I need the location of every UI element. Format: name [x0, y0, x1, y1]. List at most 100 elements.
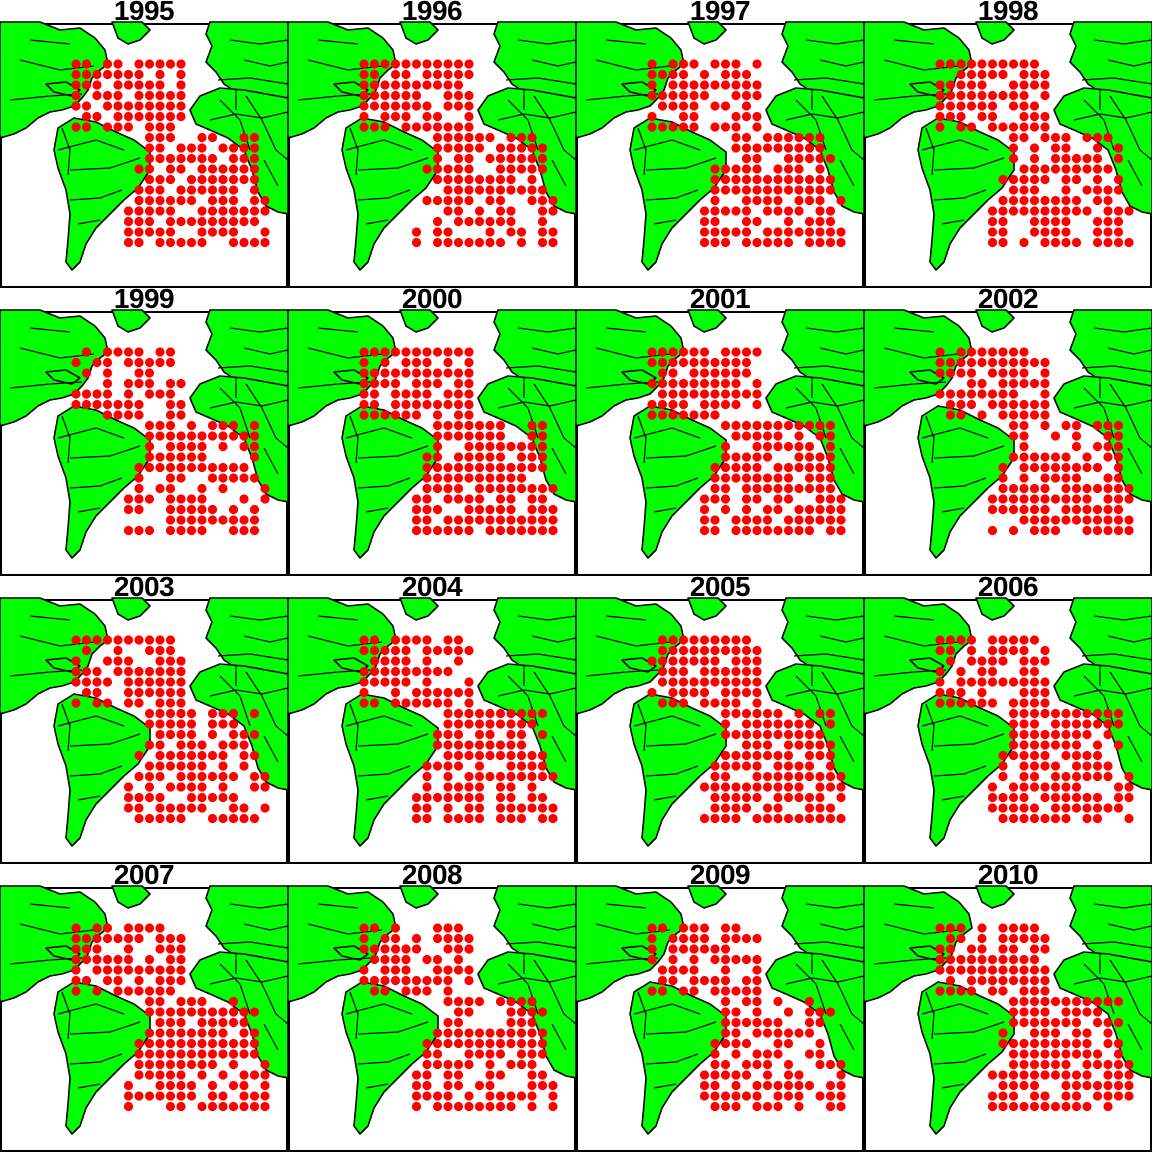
- observation-dot: [1092, 761, 1103, 771]
- observation-dot: [825, 1101, 836, 1112]
- observation-dot: [249, 143, 260, 153]
- observation-dot: [134, 410, 144, 420]
- observation-dot: [102, 954, 113, 965]
- observation-dot: [731, 1028, 741, 1038]
- observation-dot: [1082, 771, 1092, 782]
- observation-dot: [239, 143, 249, 153]
- observation-layer: [71, 923, 270, 1112]
- year-title: 2010: [977, 859, 1039, 890]
- observation-dot: [506, 153, 516, 164]
- observation-dot: [1050, 771, 1061, 782]
- observation-dot: [155, 677, 165, 687]
- observation-dot: [144, 111, 155, 122]
- observation-dot: [720, 986, 731, 996]
- observation-dot: [464, 185, 474, 195]
- observation-dot: [710, 473, 720, 483]
- observation-dot: [794, 452, 804, 462]
- observation-dot: [773, 462, 783, 473]
- observation-dot: [1008, 1059, 1019, 1070]
- observation-dot: [741, 69, 752, 80]
- observation-dot: [1040, 132, 1050, 143]
- observation-dot: [155, 719, 165, 729]
- observation-dot: [495, 1038, 506, 1049]
- country-border: [243, 347, 288, 355]
- observation-dot: [71, 389, 81, 399]
- observation-dot: [987, 635, 998, 645]
- observation-dot: [1061, 719, 1071, 729]
- observation-dot: [359, 122, 369, 132]
- observation-dot: [1061, 473, 1071, 483]
- observation-dot: [495, 420, 506, 431]
- country-border: [793, 941, 864, 949]
- observation-dot: [678, 698, 689, 708]
- observation-dot: [1040, 729, 1050, 740]
- observation-dot: [1040, 1049, 1050, 1059]
- observation-dot: [155, 645, 165, 656]
- observation-dot: [815, 750, 825, 761]
- observation-dot: [443, 389, 453, 399]
- observation-dot: [987, 101, 998, 111]
- observation-dot: [432, 473, 443, 483]
- observation-dot: [956, 954, 966, 965]
- observation-dot: [548, 525, 558, 536]
- observation-dot: [239, 729, 249, 740]
- observation-dot: [783, 1091, 794, 1101]
- year-title: 2009: [689, 859, 751, 890]
- observation-dot: [678, 378, 689, 389]
- observation-dot: [453, 399, 464, 410]
- observation-dot: [537, 462, 548, 473]
- observation-dot: [699, 923, 710, 933]
- observation-dot: [369, 399, 380, 410]
- observation-dot: [1124, 494, 1134, 504]
- observation-dot: [123, 954, 134, 965]
- observation-dot: [762, 420, 773, 431]
- observation-dot: [1029, 525, 1040, 536]
- observation-dot: [720, 1028, 731, 1038]
- observation-dot: [1008, 185, 1019, 195]
- observation-dot: [155, 185, 165, 195]
- observation-dot: [495, 813, 506, 824]
- observation-dot: [1008, 132, 1019, 143]
- observation-dot: [260, 1091, 270, 1101]
- observation-dot: [1029, 515, 1040, 525]
- observation-dot: [956, 80, 966, 90]
- observation-dot: [134, 483, 144, 494]
- observation-dot: [678, 80, 689, 90]
- observation-dot: [762, 473, 773, 483]
- observation-dot: [207, 473, 218, 483]
- observation-dot: [144, 719, 155, 729]
- observation-dot: [443, 698, 453, 708]
- observation-dot: [741, 719, 752, 729]
- observation-dot: [176, 494, 186, 504]
- observation-dot: [432, 1028, 443, 1038]
- observation-dot: [92, 80, 102, 90]
- observation-dot: [1019, 803, 1029, 813]
- observation-dot: [260, 803, 270, 813]
- observation-dot: [165, 473, 176, 483]
- observation-dot: [741, 954, 752, 965]
- country-border: [1093, 903, 1152, 909]
- observation-dot: [228, 164, 239, 174]
- observation-dot: [155, 122, 165, 132]
- country-border: [69, 733, 141, 747]
- observation-dot: [752, 645, 762, 656]
- observation-dot: [1029, 698, 1040, 708]
- observation-dot: [804, 515, 815, 525]
- observation-dot: [359, 378, 369, 389]
- observation-dot: [752, 1049, 762, 1059]
- observation-dot: [1008, 195, 1019, 206]
- observation-dot: [966, 368, 977, 378]
- observation-dot: [485, 483, 495, 494]
- observation-dot: [1113, 206, 1124, 216]
- observation-dot: [1103, 708, 1113, 719]
- observation-dot: [239, 174, 249, 185]
- observation-dot: [1050, 996, 1061, 1007]
- atlas-map: [0, 597, 288, 864]
- observation-dot: [443, 1070, 453, 1080]
- observation-dot: [485, 740, 495, 750]
- observation-dot: [1061, 1091, 1071, 1101]
- observation-dot: [537, 761, 548, 771]
- country-border: [585, 669, 659, 677]
- observation-dot: [966, 965, 977, 975]
- observation-dot: [453, 185, 464, 195]
